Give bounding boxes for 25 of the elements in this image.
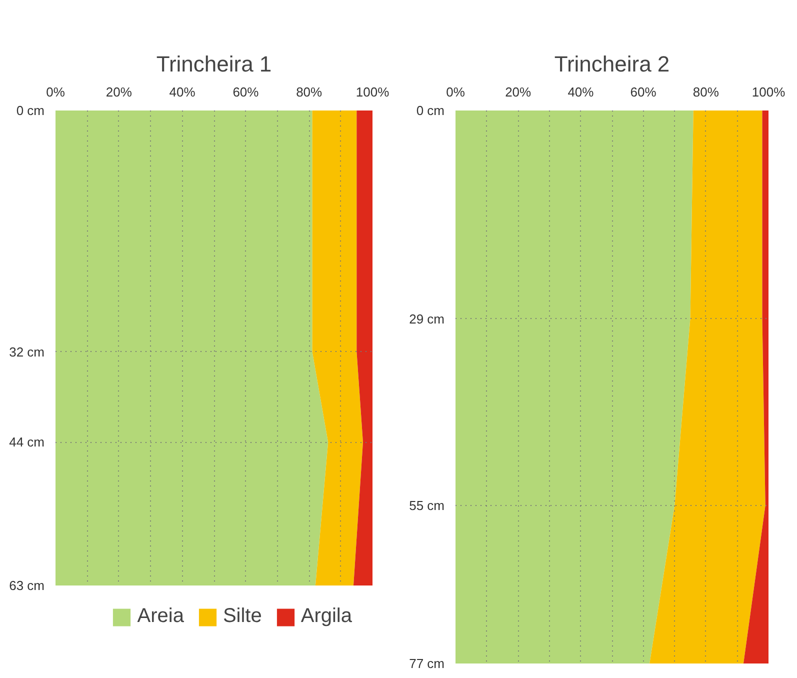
y-tick-label: 63 cm bbox=[9, 578, 45, 593]
x-tick-label: 40% bbox=[568, 84, 594, 100]
x-tick-label: 80% bbox=[296, 84, 323, 100]
legend-label: Areia bbox=[137, 605, 184, 628]
x-tick-label: 0% bbox=[46, 84, 66, 100]
y-tick-label: 32 cm bbox=[9, 344, 45, 360]
legend-label: Silte bbox=[222, 605, 262, 628]
x-tick-label: 40% bbox=[169, 84, 196, 100]
y-tick-label: 0 cm bbox=[416, 103, 444, 118]
x-tick-label: 20% bbox=[106, 84, 132, 100]
x-tick-label: 60% bbox=[232, 84, 260, 100]
x-tick-label: 100% bbox=[356, 84, 390, 100]
x-tick-label: 80% bbox=[692, 84, 720, 100]
x-tick-label: 100% bbox=[752, 84, 786, 100]
y-tick-label: 44 cm bbox=[9, 434, 45, 450]
x-tick-label: 0% bbox=[446, 84, 466, 100]
x-tick-label: 60% bbox=[630, 84, 657, 100]
y-tick-label: 55 cm bbox=[409, 498, 445, 513]
y-tick-label: 0 cm bbox=[16, 103, 44, 118]
chart-title: Trincheira 2 bbox=[554, 52, 670, 76]
legend-label: Argila bbox=[300, 605, 352, 628]
chart-title: Trincheira 1 bbox=[156, 52, 272, 76]
x-tick-label: 20% bbox=[505, 84, 532, 100]
y-tick-label: 77 cm bbox=[409, 656, 445, 671]
y-tick-label: 29 cm bbox=[409, 311, 445, 326]
